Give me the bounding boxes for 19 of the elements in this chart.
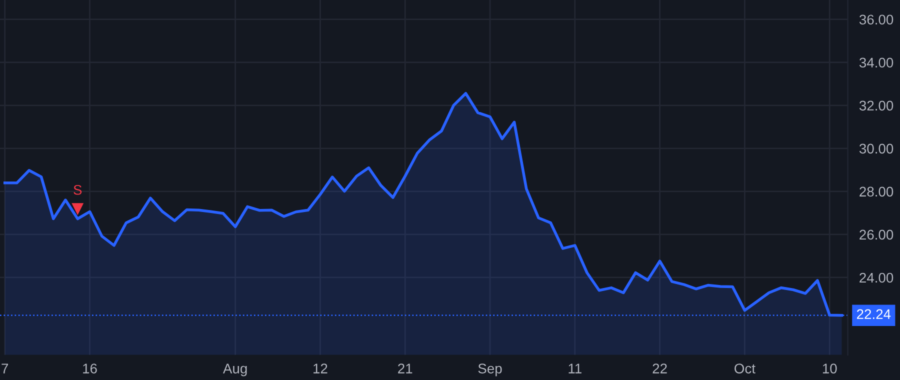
x-tick-label: 21 xyxy=(398,364,412,374)
y-tick-label: 32.00 xyxy=(859,100,894,111)
y-tick-label: 28.00 xyxy=(860,186,894,197)
y-tick-label: 26.00 xyxy=(860,230,894,240)
x-tick-label: Aug xyxy=(222,364,247,376)
y-tick-label: 24.00 xyxy=(860,272,894,283)
series-label: S xyxy=(74,184,82,195)
ref-line-label: 22.24 xyxy=(856,309,891,319)
x-tick-label: 12 xyxy=(314,364,328,374)
x-tick-label: Sep xyxy=(478,364,502,376)
x-tick-label: 22 xyxy=(652,364,667,374)
x-tick-label: Oct xyxy=(734,364,756,374)
y-tick-label: 30.00 xyxy=(859,144,894,154)
x-tick-label: 10 xyxy=(822,364,837,374)
x-tick-label: 11 xyxy=(568,364,582,374)
x-tick-label: 16 xyxy=(83,364,97,374)
y-tick-label: 34.00 xyxy=(859,58,894,68)
x-tick-label: 7 xyxy=(2,364,8,374)
y-tick-label: 36.00 xyxy=(859,14,894,25)
